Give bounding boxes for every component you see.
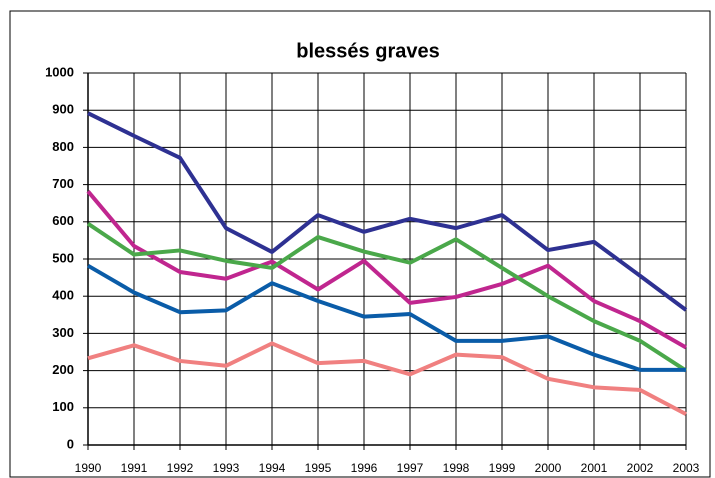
x-tick-label: 2001	[581, 461, 608, 475]
x-tick-label: 2002	[627, 461, 654, 475]
y-tick-label: 1000	[45, 64, 74, 79]
x-tick-label: 1993	[213, 461, 240, 475]
series-line	[86, 190, 687, 350]
y-tick-label: 900	[52, 102, 74, 117]
y-tick-label: 0	[67, 436, 74, 451]
series-line	[87, 111, 688, 312]
y-tick-label: 700	[52, 176, 74, 191]
y-tick-label: 600	[52, 213, 74, 228]
x-tick-label: 1998	[443, 461, 470, 475]
x-tick-label: 1995	[305, 461, 332, 475]
x-tick-label: 1996	[351, 461, 378, 475]
y-tick-label: 100	[52, 399, 74, 414]
y-tick-label: 400	[52, 288, 74, 303]
x-tick-label: 1991	[121, 461, 148, 475]
series-line	[86, 263, 686, 372]
series-line	[87, 341, 687, 416]
x-tick-label: 1999	[489, 461, 516, 475]
y-tick-label: 800	[52, 139, 74, 154]
x-tick-label: 1992	[167, 461, 194, 475]
y-tick-label: 200	[52, 362, 74, 377]
x-tick-label: 1997	[397, 461, 424, 475]
chart-title: blessés graves	[296, 40, 439, 62]
x-tick-label: 1994	[259, 461, 286, 475]
x-tick-label: 1990	[75, 461, 102, 475]
y-tick-label: 500	[52, 250, 74, 265]
y-tick-label: 300	[52, 325, 74, 340]
x-tick-label: 2003	[673, 461, 700, 475]
series-line	[86, 221, 688, 373]
x-tick-label: 2000	[535, 461, 562, 475]
